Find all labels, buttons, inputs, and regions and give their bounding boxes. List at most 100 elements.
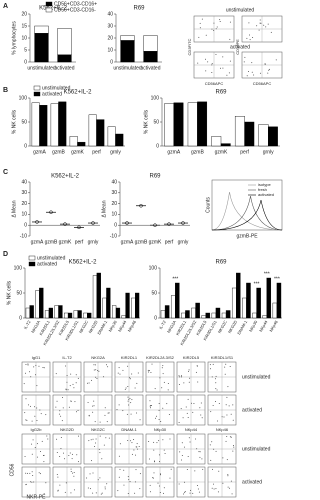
bar: [258, 124, 269, 147]
event-dot: [95, 442, 97, 444]
event-dot: [150, 405, 152, 407]
event-dot: [148, 370, 150, 372]
event-dot: [25, 472, 27, 474]
event-dot: [158, 454, 160, 456]
bar: [205, 312, 211, 319]
event-dot: [264, 63, 266, 65]
mean-dot: [181, 221, 185, 225]
event-dot: [77, 435, 79, 437]
event-dot: [211, 376, 213, 378]
event-dot: [70, 470, 72, 472]
x-tick-label: NKp46: [127, 319, 138, 333]
mean-dot: [49, 210, 53, 214]
chart-title: R69: [215, 90, 227, 96]
event-dot: [194, 470, 196, 472]
x-tick-label: gzmK: [215, 149, 228, 155]
bar: [272, 302, 278, 319]
event-dot: [34, 374, 36, 376]
event-dot: [188, 381, 190, 383]
event-dot: [99, 477, 101, 479]
y-tick-label: 0: [114, 223, 117, 229]
event-dot: [167, 383, 169, 385]
bar: [236, 272, 241, 319]
event-dot: [160, 421, 162, 423]
event-dot: [185, 406, 187, 408]
event-dot: [209, 444, 211, 446]
y-tick-label: 5: [24, 47, 27, 53]
event-dot: [129, 481, 131, 483]
event-dot: [260, 22, 262, 24]
y-tick-label: 100: [151, 95, 160, 101]
legend-swatch: [28, 255, 36, 261]
event-dot: [213, 448, 215, 450]
event-dot: [154, 417, 156, 419]
event-dot: [179, 451, 181, 453]
y-tick-label: 50: [151, 290, 157, 296]
event-dot: [116, 409, 118, 411]
event-dot: [26, 419, 28, 421]
bar: [69, 136, 78, 147]
mean-dot: [63, 222, 67, 226]
event-dot: [221, 416, 223, 418]
event-dot: [164, 453, 166, 455]
y-tick-label: 30: [107, 23, 113, 29]
bar: [175, 282, 180, 319]
event-dot: [25, 364, 27, 366]
event-dot: [189, 489, 191, 491]
marker-label: IL-T2: [62, 355, 72, 360]
event-dot: [108, 412, 110, 414]
y-tick-label: 40: [107, 11, 113, 17]
x-tick-label: NKG2D: [87, 319, 98, 334]
event-dot: [104, 407, 106, 409]
event-dot: [233, 446, 235, 448]
event-dot: [213, 22, 215, 24]
event-dot: [130, 413, 132, 415]
x-tick-label: unstimulated: [27, 65, 56, 71]
event-dot: [263, 24, 265, 26]
event-dot: [55, 406, 57, 408]
event-dot: [199, 22, 201, 24]
condition-label: activated: [242, 407, 262, 413]
event-dot: [232, 445, 234, 447]
event-dot: [199, 451, 201, 453]
bar: [121, 315, 126, 319]
event-dot: [99, 435, 101, 437]
marker-label: IgG1: [32, 355, 41, 360]
event-dot: [253, 74, 255, 76]
legend-label: CD56+CD3-CD16+: [54, 1, 97, 7]
x-tick-label: gzmK: [71, 149, 84, 155]
event-dot: [158, 419, 160, 421]
event-dot: [198, 36, 200, 38]
event-dot: [34, 415, 36, 417]
legend-label: activated: [42, 91, 62, 97]
event-dot: [213, 29, 215, 31]
event-dot: [75, 382, 77, 384]
event-dot: [90, 439, 92, 441]
event-dot: [183, 382, 185, 384]
event-dot: [259, 19, 261, 21]
event-dot: [215, 382, 217, 384]
event-dot: [127, 365, 129, 367]
y-tick-label: 0: [154, 315, 157, 321]
event-dot: [99, 452, 101, 454]
bar: [29, 305, 34, 319]
event-dot: [25, 419, 27, 421]
event-dot: [219, 20, 221, 22]
y-tick-label: 50: [21, 119, 27, 125]
event-dot: [104, 414, 106, 416]
event-dot: [184, 490, 186, 492]
event-dot: [127, 400, 129, 402]
event-dot: [192, 492, 194, 494]
bar: [107, 126, 116, 147]
event-dot: [213, 488, 215, 490]
event-dot: [35, 364, 37, 366]
event-dot: [65, 389, 67, 391]
event-dot: [163, 381, 165, 383]
marker-label: KIR3DL1/S1: [211, 355, 234, 360]
event-dot: [62, 407, 64, 409]
event-dot: [97, 370, 99, 372]
flow-y-label: CD16PE: [235, 39, 240, 55]
bar: [67, 312, 73, 319]
legend-label: unstimulated: [37, 255, 66, 261]
event-dot: [207, 61, 209, 63]
